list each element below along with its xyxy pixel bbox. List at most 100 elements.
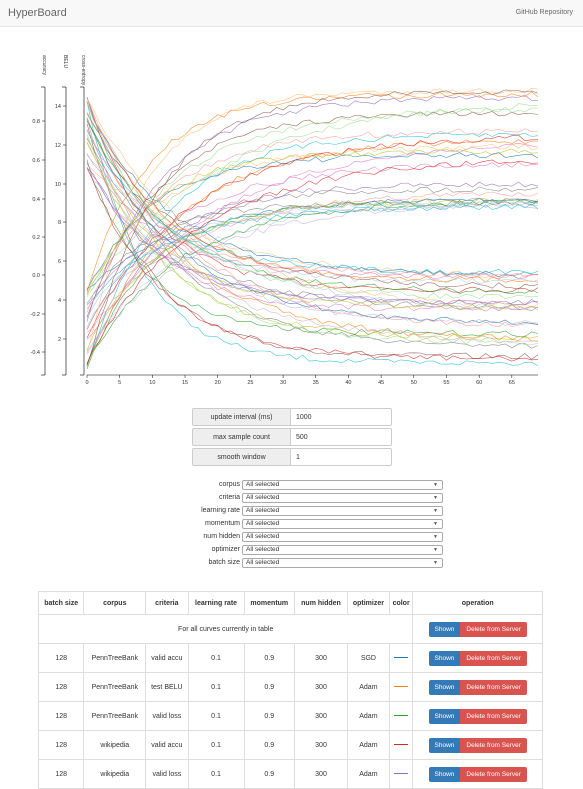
setting-input[interactable]: 500 [290, 428, 392, 446]
acc-tick-label: 0.6 [32, 158, 40, 164]
table-row-all: For all curves currently in table Shown D… [37, 614, 543, 644]
curve-line [86, 89, 539, 367]
x-tick-label: 0 [85, 380, 88, 386]
curve-line [86, 137, 539, 310]
cell-batch: 128 [37, 672, 85, 702]
filter-label: optimizer [211, 546, 240, 553]
filter-select[interactable]: All selected ▼ [242, 557, 443, 568]
curve-line [86, 139, 539, 367]
cell-lr: 0.1 [187, 672, 245, 702]
github-repo-link[interactable]: GitHub Repository [515, 9, 573, 16]
x-tick-label: 55 [443, 380, 449, 386]
table-row: 128 wikipedia valid loss 0.1 0.9 300 Adam Shown… [37, 759, 543, 789]
curve-line [86, 153, 539, 280]
cell-color [388, 672, 414, 702]
curve-line [86, 201, 539, 355]
all-curves-label: For all curves currently in table [37, 614, 414, 644]
delete-all-button[interactable]: Delete from Server [460, 621, 527, 637]
column-header: num hidden [294, 591, 348, 615]
filter-select[interactable]: All selected ▼ [242, 505, 443, 516]
setting-input[interactable]: 1 [290, 448, 392, 466]
filter-select[interactable]: All selected ▼ [242, 531, 443, 542]
belu-tick-label: 2 [58, 337, 61, 343]
cell-lr: 0.1 [187, 701, 245, 731]
filter-select[interactable]: All selected ▼ [242, 492, 443, 503]
shown-button[interactable]: Shown [428, 679, 461, 695]
acc-tick-label: -0.4 [31, 350, 40, 356]
cell-optimizer: Adam [346, 672, 390, 702]
cell-corpus: wikipedia [83, 730, 147, 760]
curve-line [86, 201, 539, 319]
operation-cell: Shown Delete from Server [412, 643, 543, 673]
filter-row: momentum All selected ▼ [140, 518, 443, 529]
cell-color [388, 701, 414, 731]
filter-value: All selected [246, 559, 280, 566]
shown-button[interactable]: Shown [428, 708, 461, 724]
filter-select[interactable]: All selected ▼ [242, 518, 443, 529]
cell-color [388, 730, 414, 760]
table-row: 128 PennTreeBank valid accu 0.1 0.9 300 SGD Sho… [37, 643, 543, 673]
x-tick-label: 25 [247, 380, 253, 386]
curve-line [86, 159, 539, 337]
cell-hidden: 300 [294, 643, 348, 673]
cell-criteria: test BELU [145, 672, 189, 702]
delete-button[interactable]: Delete from Server [460, 766, 527, 782]
cell-corpus: PennTreeBank [83, 701, 147, 731]
table-row: 128 PennTreeBank test BELU 0.1 0.9 300 Adam Sho… [37, 672, 543, 702]
cell-corpus: PennTreeBank [83, 672, 147, 702]
curve-line [86, 94, 539, 322]
delete-button[interactable]: Delete from Server [460, 708, 527, 724]
curve-line [86, 198, 539, 304]
curve-line [86, 159, 539, 364]
setting-row: max sample count 500 [192, 428, 392, 446]
shown-all-button[interactable]: Shown [428, 621, 461, 637]
filter-row: criteria All selected ▼ [140, 492, 443, 503]
x-tick-label: 50 [411, 380, 417, 386]
x-tick-label: 45 [378, 380, 384, 386]
curve-line [86, 113, 539, 290]
curve-line [86, 130, 539, 275]
y-axis-label-2: cross-entropy [80, 55, 86, 86]
delete-button[interactable]: Delete from Server [460, 650, 527, 666]
curve-line [86, 162, 539, 306]
x-tick-label: 40 [345, 380, 351, 386]
dropdown-arrow-icon: ▼ [433, 481, 438, 488]
cell-corpus: PennTreeBank [83, 643, 147, 673]
filter-select[interactable]: All selected ▼ [242, 479, 443, 490]
curve-line [86, 199, 539, 364]
color-swatch [394, 744, 409, 746]
x-tick-label: 20 [215, 380, 221, 386]
operation-cell: Shown Delete from Server [412, 701, 543, 731]
curve-line [86, 111, 539, 300]
filter-value: All selected [246, 533, 280, 540]
curve-line [86, 132, 539, 366]
curve-line [86, 169, 539, 343]
curve-line [86, 152, 539, 291]
cell-optimizer: SGD [346, 643, 390, 673]
acc-tick-label: 0.8 [32, 119, 40, 125]
y-axis-label-0: accuracy [41, 55, 47, 76]
color-swatch [394, 715, 409, 717]
shown-button[interactable]: Shown [428, 650, 461, 666]
x-tick-label: 30 [280, 380, 286, 386]
cell-criteria: valid accu [145, 730, 189, 760]
cell-optimizer: Adam [346, 730, 390, 760]
shown-button[interactable]: Shown [428, 766, 461, 782]
dropdown-arrow-icon: ▼ [433, 507, 438, 514]
dropdown-arrow-icon: ▼ [433, 533, 438, 540]
cell-hidden: 300 [294, 701, 348, 731]
curve-line [86, 91, 539, 292]
setting-label: smooth window [192, 448, 290, 466]
cell-momentum: 0.9 [243, 643, 296, 673]
setting-input[interactable]: 1000 [290, 408, 392, 426]
dropdown-arrow-icon: ▼ [433, 559, 438, 566]
brand-title[interactable]: HyperBoard [8, 7, 67, 19]
filter-select[interactable]: All selected ▼ [242, 544, 443, 555]
cell-batch: 128 [37, 730, 85, 760]
filter-label: learning rate [201, 507, 240, 514]
shown-button[interactable]: Shown [428, 737, 461, 753]
setting-label: max sample count [192, 428, 290, 446]
delete-button[interactable]: Delete from Server [460, 737, 527, 753]
setting-label: update interval (ms) [192, 408, 290, 426]
delete-button[interactable]: Delete from Server [460, 679, 527, 695]
